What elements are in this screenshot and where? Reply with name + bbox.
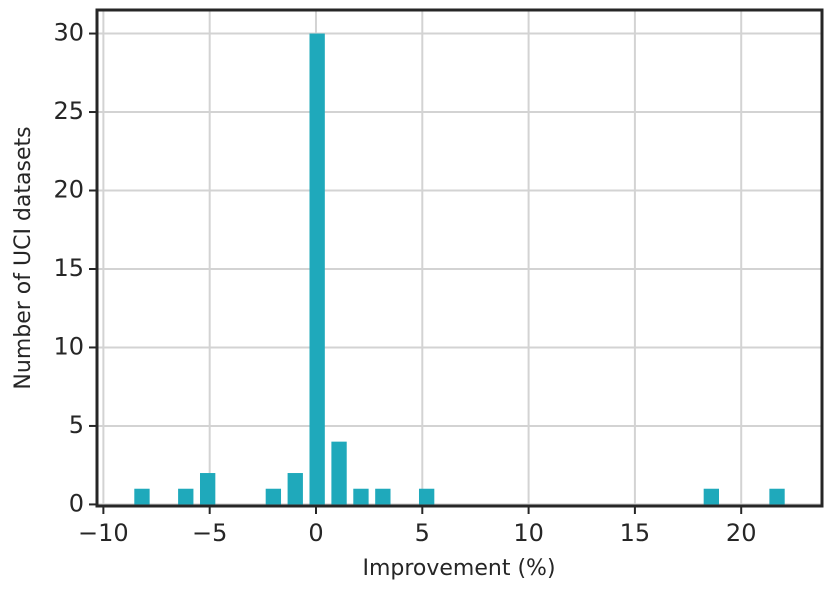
y-tick-label: 0 (69, 489, 84, 517)
y-tick-label: 15 (53, 254, 84, 282)
bar (265, 488, 282, 505)
plot-frame (95, 8, 824, 508)
bar (134, 488, 150, 505)
y-axis-label: Number of UCI datasets (11, 126, 36, 389)
x-tick-label: −10 (78, 519, 129, 547)
x-axis-label: Improvement (%) (362, 556, 555, 581)
bar (375, 488, 391, 505)
y-tick-label: 5 (69, 411, 84, 439)
x-tick-label: 20 (726, 519, 757, 547)
y-tick-label: 20 (53, 176, 84, 204)
bar (331, 441, 347, 505)
bar (287, 473, 303, 505)
x-tick-label: 15 (620, 519, 651, 547)
bar (769, 488, 785, 505)
x-tick-label: 5 (415, 519, 430, 547)
bar (418, 488, 435, 505)
y-tick-label: 10 (53, 332, 84, 360)
bar (309, 33, 325, 505)
bar (703, 488, 720, 505)
bar (178, 488, 194, 505)
y-tick-label: 25 (53, 97, 84, 125)
x-tick-label: −5 (192, 519, 227, 547)
x-tick-label: 10 (513, 519, 544, 547)
x-tick-label: 0 (308, 519, 323, 547)
y-tick-label: 30 (53, 19, 84, 47)
bar (199, 473, 216, 505)
bar (353, 488, 369, 505)
